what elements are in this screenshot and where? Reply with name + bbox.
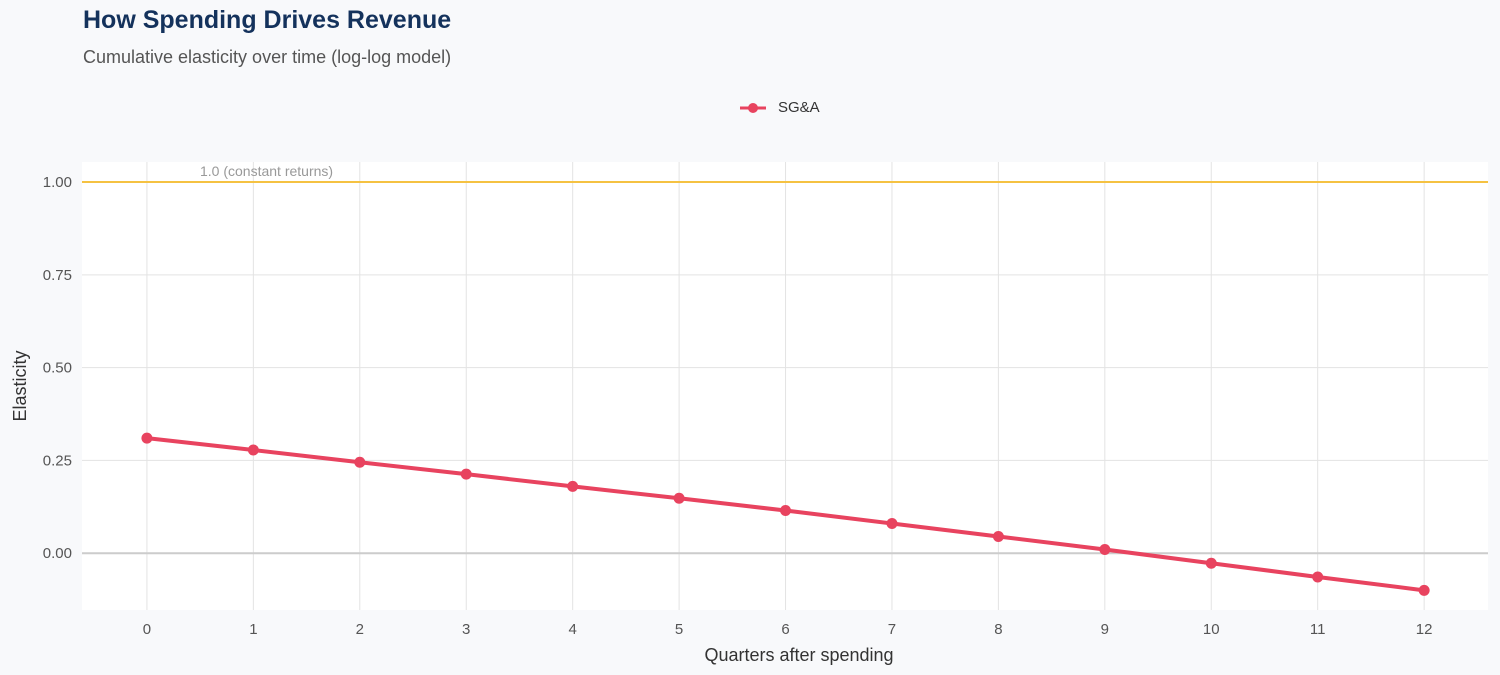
data-point bbox=[992, 531, 1004, 543]
x-tick-label: 11 bbox=[1310, 621, 1326, 638]
x-tick-label: 2 bbox=[356, 621, 364, 638]
legend-swatch-icon bbox=[740, 102, 766, 113]
y-tick-label: 0.75 bbox=[43, 267, 72, 284]
data-point bbox=[354, 456, 366, 468]
data-point bbox=[460, 468, 472, 480]
y-axis-label: Elasticity bbox=[10, 350, 30, 421]
x-tick-label: 7 bbox=[888, 621, 896, 638]
data-point bbox=[1418, 584, 1430, 596]
y-tick-label: 1.00 bbox=[43, 174, 72, 191]
data-point bbox=[780, 505, 792, 517]
data-point bbox=[567, 480, 579, 492]
x-tick-label: 9 bbox=[1101, 621, 1109, 638]
plot-panel bbox=[82, 162, 1488, 610]
y-tick-label: 0.50 bbox=[43, 360, 72, 377]
legend-label: SG&A bbox=[778, 99, 820, 116]
y-tick-label: 0.25 bbox=[43, 452, 72, 469]
data-point bbox=[1099, 543, 1111, 555]
reference-line-label: 1.0 (constant returns) bbox=[200, 163, 333, 179]
x-tick-label: 3 bbox=[462, 621, 470, 638]
data-point bbox=[886, 518, 898, 530]
chart-subtitle: Cumulative elasticity over time (log-log… bbox=[83, 47, 452, 67]
x-tick-label: 4 bbox=[568, 621, 576, 638]
legend: SG&A bbox=[738, 99, 820, 116]
x-tick-label: 0 bbox=[143, 621, 151, 638]
data-point bbox=[247, 444, 259, 456]
x-tick-label: 5 bbox=[675, 621, 683, 638]
data-point bbox=[141, 432, 153, 444]
x-tick-label: 10 bbox=[1203, 621, 1220, 638]
x-tick-label: 6 bbox=[781, 621, 789, 638]
x-axis-label: Quarters after spending bbox=[704, 645, 893, 665]
x-tick-label: 1 bbox=[249, 621, 257, 638]
y-tick-label: 0.00 bbox=[43, 545, 72, 562]
data-point bbox=[673, 492, 685, 504]
x-tick-label: 8 bbox=[994, 621, 1002, 638]
x-tick-label: 12 bbox=[1416, 621, 1433, 638]
data-point bbox=[1312, 571, 1324, 583]
chart-title: How Spending Drives Revenue bbox=[83, 6, 452, 34]
data-point bbox=[1205, 557, 1217, 569]
